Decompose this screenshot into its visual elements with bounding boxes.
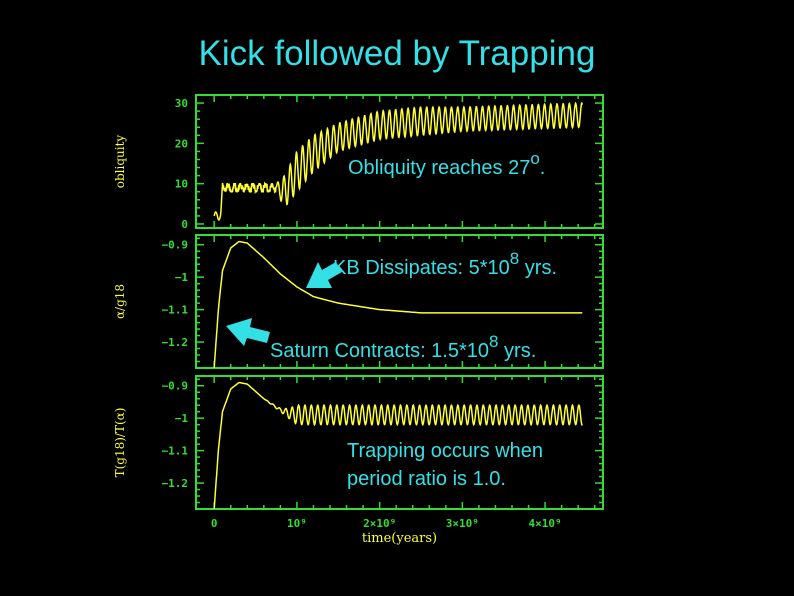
y-axis-label: obliquity <box>113 135 127 189</box>
y-axis-label: T(g18)/T(α) <box>113 408 127 478</box>
annotation-tail: . <box>540 157 546 179</box>
annotation-trapping-2: period ratio is 1.0. <box>347 468 506 491</box>
y-axis-label: α/g18 <box>113 284 127 319</box>
x-tick-label: 4×10⁹ <box>529 517 562 530</box>
y-tick-label: 20 <box>175 137 188 150</box>
y-tick-label: 10 <box>175 178 188 191</box>
annotation-text: KB Dissipates: 5*10 <box>333 257 510 279</box>
annotation-kb: KB Dissipates: 5*108 yrs. <box>333 257 557 280</box>
annotation-text: Saturn Contracts: 1.5*10 <box>270 340 489 362</box>
y-tick-label: −0.9 <box>162 380 189 393</box>
y-tick-label: −1.1 <box>162 304 189 317</box>
annotation-trapping-1: Trapping occurs when <box>347 440 543 463</box>
annotation-saturn: Saturn Contracts: 1.5*108 yrs. <box>270 340 536 363</box>
y-tick-label: −1.2 <box>162 477 189 490</box>
y-tick-label: −1.1 <box>162 445 189 458</box>
y-tick-label: −0.9 <box>162 239 189 252</box>
arrow-saturn-icon <box>226 318 270 346</box>
x-axis-label: time(years) <box>362 531 437 546</box>
annotation-obliquity: Obliquity reaches 27o. <box>348 157 545 180</box>
annotation-sup: 8 <box>510 249 519 268</box>
annotation-tail: yrs. <box>519 257 557 279</box>
annotation-text: Obliquity reaches 27 <box>348 157 530 179</box>
annotation-sup: o <box>530 149 539 168</box>
y-tick-label: −1 <box>175 271 189 284</box>
y-tick-label: −1.2 <box>162 336 189 349</box>
x-tick-label: 10⁹ <box>287 517 307 530</box>
x-tick-label: 2×10⁹ <box>363 517 396 530</box>
annotation-tail: yrs. <box>498 340 536 362</box>
x-tick-label: 0 <box>211 517 218 530</box>
x-tick-label: 3×10⁹ <box>446 517 479 530</box>
y-tick-label: −1 <box>175 412 189 425</box>
annotation-sup: 8 <box>489 332 498 351</box>
y-tick-label: 30 <box>175 97 188 110</box>
y-tick-label: 0 <box>181 218 188 231</box>
